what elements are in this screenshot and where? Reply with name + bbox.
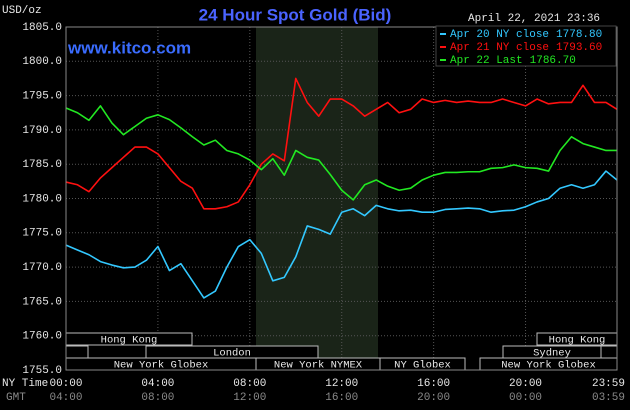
timestamp: April 22, 2021 23:36 [468,13,600,25]
price-line [65,170,618,299]
x2-tick-label: 20:00 [417,392,450,404]
plot-frame [65,26,618,371]
y-tick-label: 1790.0 [22,125,62,137]
price-line [65,77,618,210]
y-tick-label: 1795.0 [22,91,62,103]
x2-tick-label: 04:00 [49,392,82,404]
legend: Apr 20 NY close 1778.80 Apr 21 NY close 179… [435,25,617,67]
price-line [65,105,617,201]
ny-market-hours-band [256,27,378,370]
y-tick-label: 1760.0 [22,331,62,343]
session-label: London [213,347,251,359]
x2-tick-label: 03:59 [592,392,625,404]
session-label: Hong Kong [101,334,158,346]
legend-name: Apr 20 NY close [450,29,549,41]
lines [65,77,618,299]
legend-box [435,25,617,67]
chart-title: 24 Hour Spot Gold (Bid) [199,5,392,24]
y-tick-label: 1755.0 [22,365,62,377]
y-tick-label: 1775.0 [22,228,62,240]
legend-entry: Apr 20 NY close 1778.80 [450,29,602,41]
x2-tick-label: 16:00 [325,392,358,404]
y-tick-label: 1765.0 [22,296,62,308]
y-tick-label: 1805.0 [22,22,62,34]
legend-close: 1778.80 [556,29,602,41]
x2-tick-label: 08:00 [141,392,174,404]
y-tick-label: 1785.0 [22,159,62,171]
x-tick-label: 23:59 [592,378,625,390]
session-label: Sydney [533,347,571,359]
x2-axis-label: GMT [6,392,26,404]
legend-close: 1786.70 [530,55,576,67]
x-tick-label: 20:00 [509,378,542,390]
y-tick-label: 1770.0 [22,262,62,274]
session-label: NY Globex [394,359,451,371]
unit-label: USD/oz [2,5,42,17]
legend-entry: Apr 21 NY close 1793.60 [450,42,602,54]
x-tick-label: 16:00 [417,378,450,390]
x-tick-label: 12:00 [325,378,358,390]
x2-tick-label: 12:00 [233,392,266,404]
y-tick-label: 1780.0 [22,193,62,205]
x-tick-label: 04:00 [141,378,174,390]
session-label: New York NYMEX [274,359,363,371]
legend-name: Apr 22 Last [450,55,523,67]
x-tick-label: 00:00 [49,378,82,390]
session-box [600,345,618,359]
legend-entry: Apr 22 Last 1786.70 [450,55,576,67]
session-box [65,345,89,359]
legend-name: Apr 21 NY close [450,42,549,54]
site-label: www.kitco.com [67,38,191,57]
y-tick-label: 1800.0 [22,56,62,68]
session-label: New York Globex [501,359,596,371]
x-axis-label: NY Time [2,378,48,390]
session-label: Hong Kong [549,334,606,346]
x2-tick-label: 00:00 [509,392,542,404]
legend-close: 1793.60 [556,42,602,54]
session-label: New York Globex [114,359,209,371]
x-tick-label: 08:00 [233,378,266,390]
